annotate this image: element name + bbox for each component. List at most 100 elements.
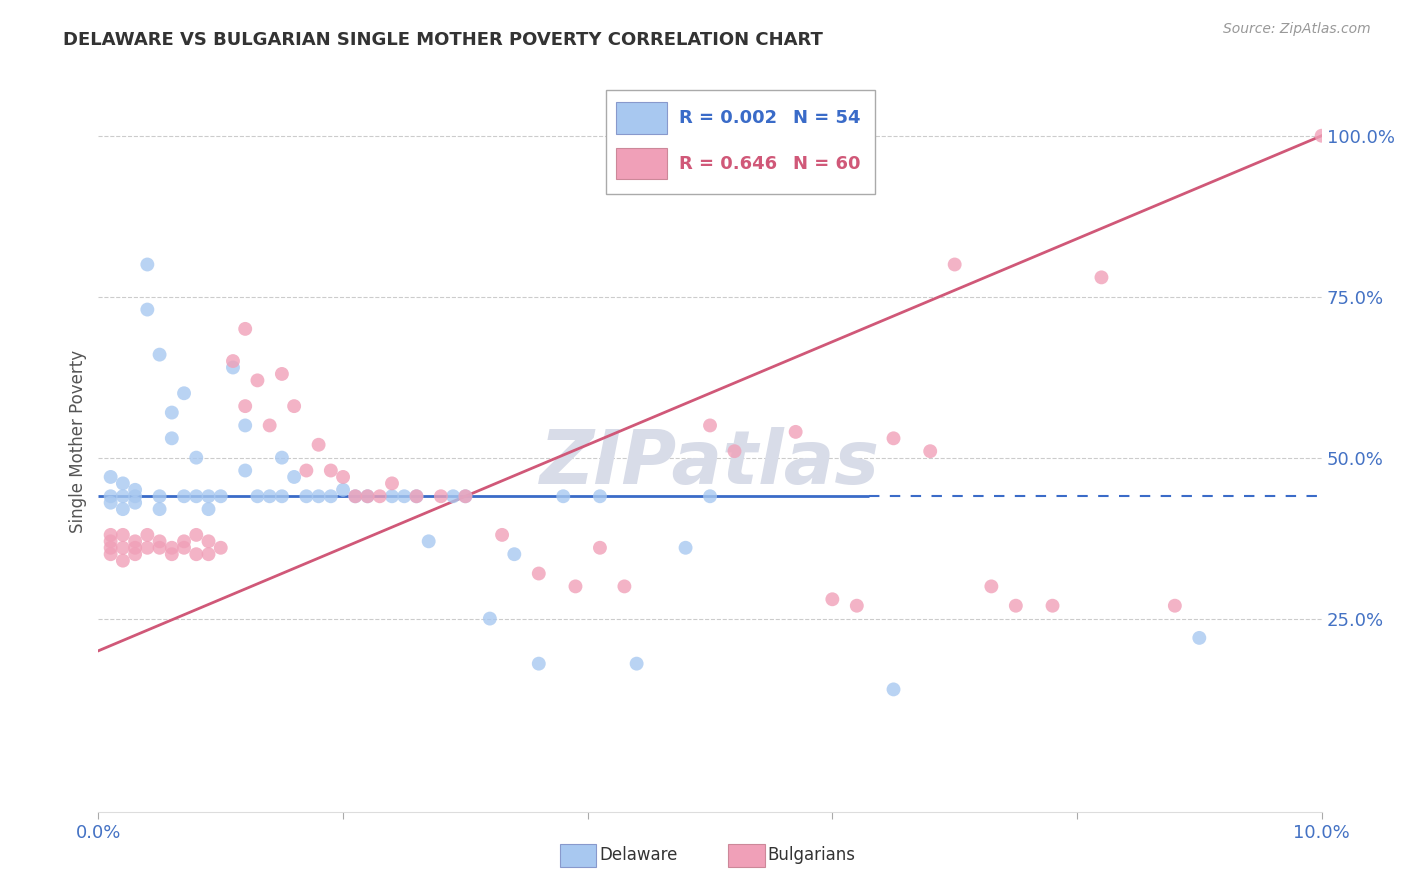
Point (186, 547, 208, 561)
Point (111, 528, 134, 542)
Point (246, 489, 269, 503)
Point (344, 489, 367, 503)
Point (1042, 599, 1064, 613)
Text: R = 0.002: R = 0.002 (679, 109, 778, 127)
Point (553, 489, 575, 503)
Point (233, 418, 256, 433)
Point (124, 489, 146, 503)
Point (772, 161, 794, 175)
Point (124, 534, 146, 549)
FancyBboxPatch shape (616, 148, 668, 179)
Point (418, 534, 440, 549)
Point (405, 489, 427, 503)
Text: Bulgarians: Bulgarians (768, 847, 856, 864)
Point (699, 489, 721, 503)
Point (124, 541, 146, 555)
Point (111, 554, 134, 568)
Point (381, 476, 404, 491)
Point (344, 489, 367, 503)
Point (160, 406, 183, 420)
Text: DELAWARE VS BULGARIAN SINGLE MOTHER POVERTY CORRELATION CHART: DELAWARE VS BULGARIAN SINGLE MOTHER POVE… (63, 31, 823, 49)
Point (920, 444, 942, 458)
Text: N = 54: N = 54 (793, 109, 860, 127)
Point (1188, 631, 1211, 645)
Point (675, 541, 697, 555)
Point (356, 489, 378, 503)
Point (124, 496, 146, 510)
Point (233, 463, 256, 477)
FancyBboxPatch shape (616, 103, 668, 134)
Point (943, 258, 966, 272)
FancyBboxPatch shape (606, 90, 875, 194)
Point (173, 386, 195, 401)
Point (186, 528, 208, 542)
Point (197, 489, 219, 503)
Point (1310, 128, 1333, 143)
Point (186, 489, 208, 503)
Point (246, 373, 269, 387)
Point (295, 463, 318, 477)
Point (980, 579, 1002, 593)
Point (283, 470, 305, 484)
Point (295, 489, 318, 503)
Point (430, 489, 453, 503)
Point (332, 470, 354, 484)
Text: ZIPatlas: ZIPatlas (540, 427, 880, 500)
Point (160, 547, 183, 561)
Point (491, 528, 513, 542)
Point (197, 502, 219, 516)
Point (1004, 599, 1026, 613)
Point (100, 470, 122, 484)
Point (392, 489, 416, 503)
Point (626, 657, 648, 671)
Point (1164, 599, 1187, 613)
Point (100, 489, 122, 503)
Text: Delaware: Delaware (599, 847, 678, 864)
Point (270, 367, 292, 381)
Point (209, 489, 232, 503)
Point (160, 541, 183, 555)
Point (283, 399, 305, 413)
Text: Source: ZipAtlas.com: Source: ZipAtlas.com (1223, 22, 1371, 37)
Point (527, 566, 550, 581)
Point (173, 541, 195, 555)
Point (173, 489, 195, 503)
Point (209, 541, 232, 555)
Point (233, 322, 256, 336)
Point (589, 541, 612, 555)
Point (454, 489, 477, 503)
Point (308, 489, 330, 503)
Point (149, 502, 172, 516)
Point (149, 489, 172, 503)
Point (186, 450, 208, 465)
Point (136, 528, 159, 542)
Point (405, 489, 427, 503)
Point (149, 348, 172, 362)
Point (100, 541, 122, 555)
Point (233, 399, 256, 413)
Text: N = 60: N = 60 (793, 155, 860, 173)
Point (100, 496, 122, 510)
Point (100, 534, 122, 549)
Point (454, 489, 477, 503)
Text: R = 0.646: R = 0.646 (679, 155, 778, 173)
Point (319, 463, 342, 477)
Point (356, 489, 378, 503)
Point (136, 302, 159, 317)
Y-axis label: Single Mother Poverty: Single Mother Poverty (69, 350, 87, 533)
Point (136, 541, 159, 555)
Point (270, 450, 292, 465)
Point (478, 611, 501, 625)
Point (723, 444, 745, 458)
Point (149, 541, 172, 555)
Point (785, 425, 807, 439)
Point (883, 682, 905, 697)
Point (589, 489, 612, 503)
Point (564, 579, 586, 593)
Point (149, 534, 172, 549)
Point (100, 528, 122, 542)
Point (124, 547, 146, 561)
Point (308, 438, 330, 452)
Point (821, 592, 844, 607)
Point (845, 599, 868, 613)
